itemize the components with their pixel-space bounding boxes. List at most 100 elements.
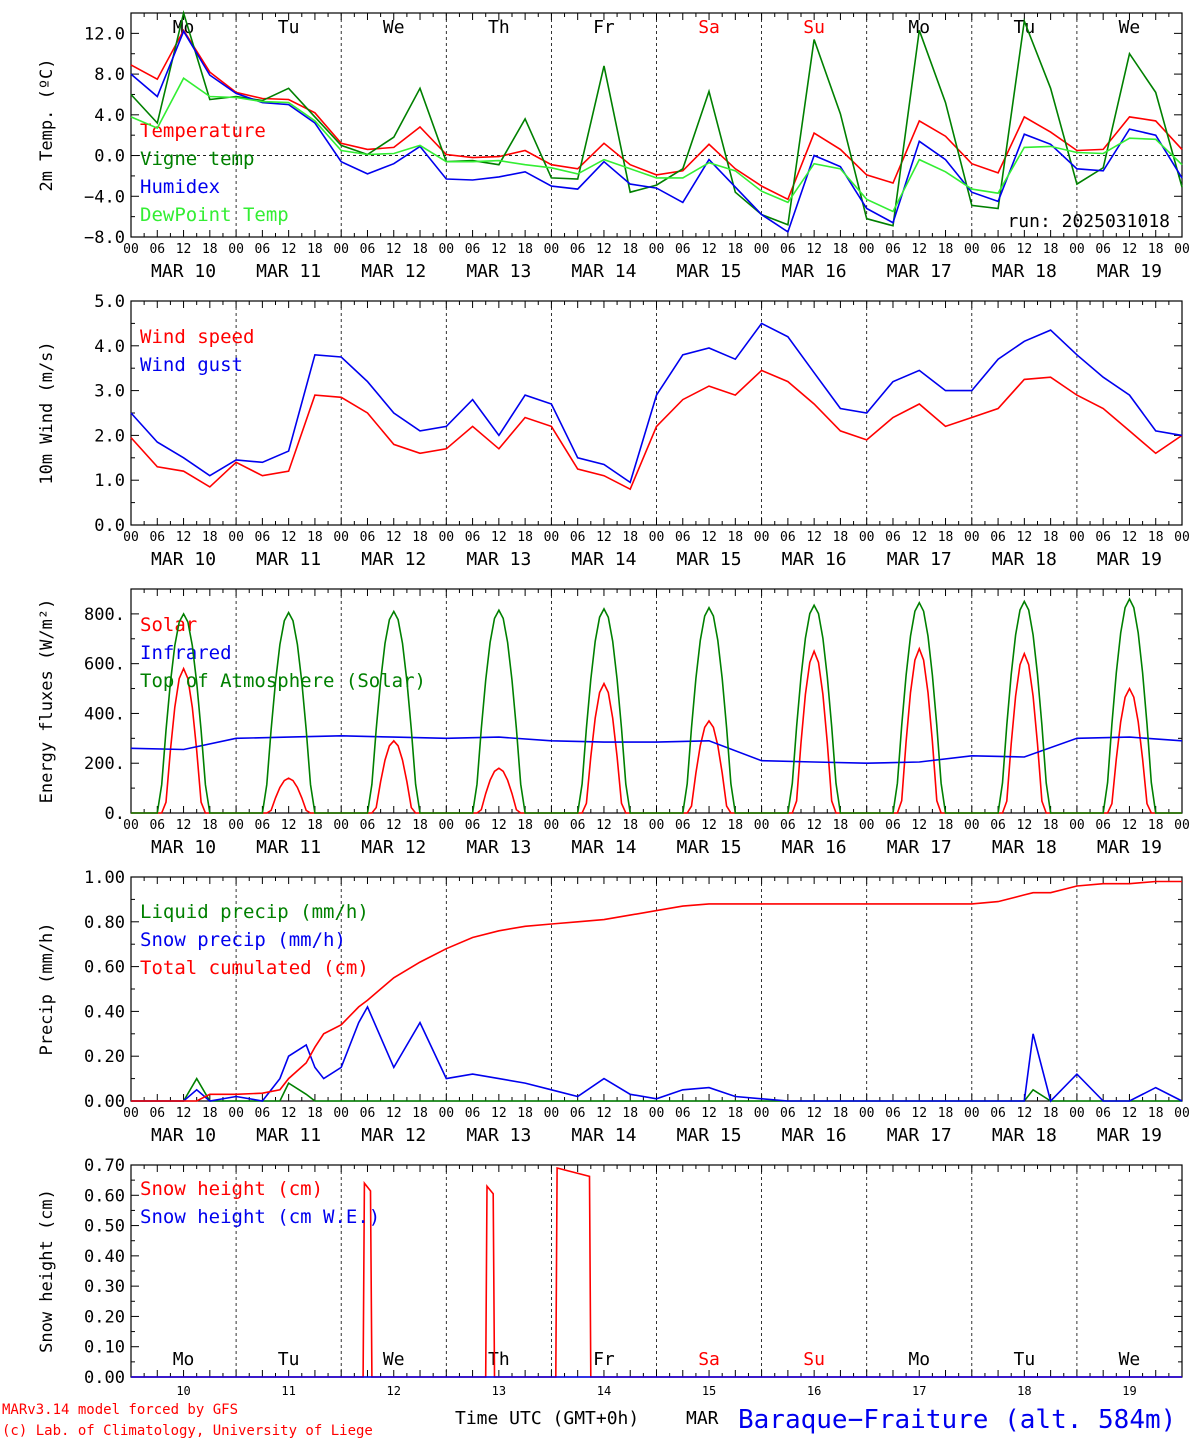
series-line-dewpoint-temp: [130, 77, 1183, 213]
y-tick-label: 800.: [84, 605, 125, 625]
hour-tick-label: 12: [176, 1106, 192, 1121]
hour-tick-label: 18: [307, 818, 323, 833]
hour-tick-label: 00: [964, 1106, 980, 1121]
hour-tick-label: 18: [938, 818, 954, 833]
date-label: MAR 18: [992, 549, 1057, 570]
hour-tick-label: 12: [806, 242, 822, 257]
hour-tick-label: 12: [491, 530, 507, 545]
hour-tick-label: 00: [859, 530, 875, 545]
hour-tick-label: 00: [544, 1106, 560, 1121]
series-line-vigne-temp: [130, 9, 1183, 227]
hour-tick-label: 00: [1174, 1106, 1190, 1121]
hour-tick-label: 18: [307, 1106, 323, 1121]
hour-tick-label: 18: [1043, 530, 1059, 545]
hour-tick-label: 06: [465, 818, 481, 833]
y-tick-label: 0.30: [84, 1277, 125, 1297]
hour-tick-label: 06: [465, 1106, 481, 1121]
date-label: MAR 18: [992, 837, 1057, 858]
hour-tick-label: 12: [701, 242, 717, 257]
date-label: MAR 13: [466, 261, 531, 282]
hour-tick-label: 00: [438, 1106, 454, 1121]
hour-tick-label: 12: [596, 530, 612, 545]
hour-tick-label: 12: [176, 242, 192, 257]
series-line-snow-height-cm-: [131, 1166, 1182, 1378]
series-line-top-of-atmosphere-solar-: [131, 597, 1182, 814]
hour-tick-label: 00: [123, 242, 139, 257]
hour-tick-label: 06: [1095, 530, 1111, 545]
day-name-label: Tu: [1014, 1349, 1036, 1370]
hour-tick-label: 18: [412, 530, 428, 545]
hour-tick-label: 12: [701, 530, 717, 545]
hour-tick-label: 06: [1095, 818, 1111, 833]
y-tick-label: 1.00: [84, 868, 125, 888]
date-label: MAR 16: [782, 837, 847, 858]
date-label: MAR 19: [1097, 837, 1162, 858]
date-label: MAR 12: [361, 261, 426, 282]
hour-tick-label: 00: [333, 242, 349, 257]
y-axis-label: Energy fluxes (W/m²): [37, 599, 57, 804]
hour-tick-label: 00: [1069, 242, 1085, 257]
day-number-label: 19: [1122, 1384, 1136, 1398]
hour-tick-label: 06: [570, 242, 586, 257]
hour-tick-label: 12: [911, 530, 927, 545]
date-label: MAR 15: [677, 261, 742, 282]
hour-tick-label: 00: [1069, 530, 1085, 545]
hour-tick-label: 06: [570, 818, 586, 833]
y-axis-label: 2m Temp. (ºC): [37, 58, 57, 191]
hour-tick-label: 06: [255, 1106, 271, 1121]
y-tick-label: 0.60: [84, 1186, 125, 1206]
date-label: MAR 19: [1097, 549, 1162, 570]
hour-tick-label: 12: [386, 530, 402, 545]
hour-tick-label: 18: [307, 530, 323, 545]
hour-tick-label: 12: [281, 818, 297, 833]
hour-tick-label: 12: [1122, 242, 1138, 257]
y-axis-label: Precip (mm/h): [37, 922, 57, 1055]
y-tick-label: 0.00: [84, 1092, 125, 1112]
hour-tick-label: 00: [438, 818, 454, 833]
panel-frame: [130, 588, 1183, 814]
hour-tick-label: 12: [596, 242, 612, 257]
date-label: MAR 15: [677, 837, 742, 858]
day-name-label: Mo: [173, 1349, 195, 1370]
hour-tick-label: 18: [412, 1106, 428, 1121]
hour-tick-label: 18: [1043, 1106, 1059, 1121]
date-label: MAR 16: [782, 261, 847, 282]
y-tick-label: 4.0: [94, 337, 125, 357]
hour-tick-label: 00: [859, 1106, 875, 1121]
hour-tick-label: 06: [570, 1106, 586, 1121]
day-number-label: 14: [597, 1384, 611, 1398]
y-tick-label: −8.0: [84, 228, 125, 248]
hour-tick-label: 00: [754, 818, 770, 833]
hour-tick-label: 06: [360, 818, 376, 833]
hour-tick-label: 12: [491, 242, 507, 257]
hour-tick-label: 00: [964, 530, 980, 545]
y-tick-label: 400.: [84, 704, 125, 724]
hour-tick-label: 00: [859, 818, 875, 833]
hour-tick-label: 12: [1122, 530, 1138, 545]
x-axis-month: MAR: [686, 1408, 719, 1429]
date-label: MAR 14: [571, 1125, 636, 1146]
hour-tick-label: 00: [333, 1106, 349, 1121]
hour-tick-label: 12: [1122, 818, 1138, 833]
run-label: run: 2025031018: [1007, 211, 1170, 232]
y-tick-label: 600.: [84, 655, 125, 675]
hour-tick-label: 00: [123, 530, 139, 545]
y-tick-label: 0.50: [84, 1217, 125, 1237]
date-label: MAR 12: [361, 549, 426, 570]
hour-tick-label: 00: [438, 242, 454, 257]
panel-2: 0.0 1.0 2.0 3.0 4.0 5.0 10m Wind (m/s) 00 06 12 18…: [37, 292, 1190, 570]
y-tick-label: 2.0: [94, 426, 125, 446]
series-line-total-cumulated-cm-: [131, 880, 1182, 1102]
y-tick-label: 0.40: [84, 1247, 125, 1267]
hour-tick-label: 06: [780, 1106, 796, 1121]
hour-tick-label: 18: [833, 818, 849, 833]
hour-tick-label: 12: [1122, 1106, 1138, 1121]
day-name-label: Sa: [698, 1349, 720, 1370]
day-name-label: Su: [803, 17, 825, 38]
legend-entry: Total cumulated (cm): [140, 957, 369, 979]
hour-tick-label: 12: [386, 818, 402, 833]
legend-entry: Solar: [140, 614, 197, 636]
day-name-label: Th: [488, 1349, 510, 1370]
hour-tick-label: 00: [754, 1106, 770, 1121]
station-title: Baraque−Fraiture (alt. 584m): [738, 1405, 1176, 1435]
